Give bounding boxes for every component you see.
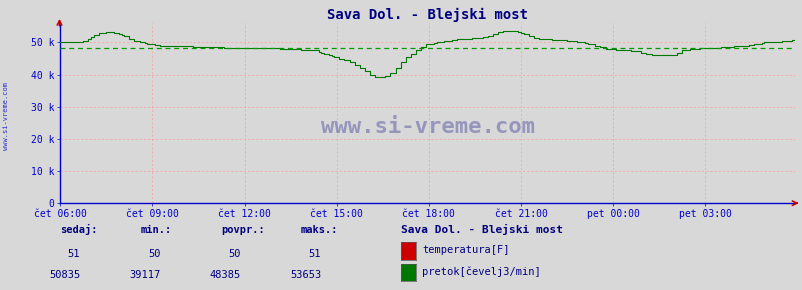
Title: Sava Dol. - Blejski most: Sava Dol. - Blejski most	[326, 8, 528, 22]
Text: maks.:: maks.:	[301, 225, 338, 235]
Text: povpr.:: povpr.:	[221, 225, 264, 235]
Text: 51: 51	[308, 249, 321, 259]
Text: www.si-vreme.com: www.si-vreme.com	[3, 82, 10, 150]
Text: 50835: 50835	[49, 270, 80, 280]
Text: 50: 50	[148, 249, 160, 259]
Text: 50: 50	[228, 249, 241, 259]
Text: pretok[čevelj3/min]: pretok[čevelj3/min]	[422, 267, 541, 277]
Text: Sava Dol. - Blejski most: Sava Dol. - Blejski most	[401, 224, 563, 235]
Text: 51: 51	[67, 249, 80, 259]
Text: 53653: 53653	[290, 270, 321, 280]
Text: 39117: 39117	[129, 270, 160, 280]
Text: temperatura[F]: temperatura[F]	[422, 245, 509, 255]
Text: sedaj:: sedaj:	[60, 224, 98, 235]
Text: www.si-vreme.com: www.si-vreme.com	[320, 117, 534, 137]
Text: min.:: min.:	[140, 225, 172, 235]
Text: 48385: 48385	[209, 270, 241, 280]
